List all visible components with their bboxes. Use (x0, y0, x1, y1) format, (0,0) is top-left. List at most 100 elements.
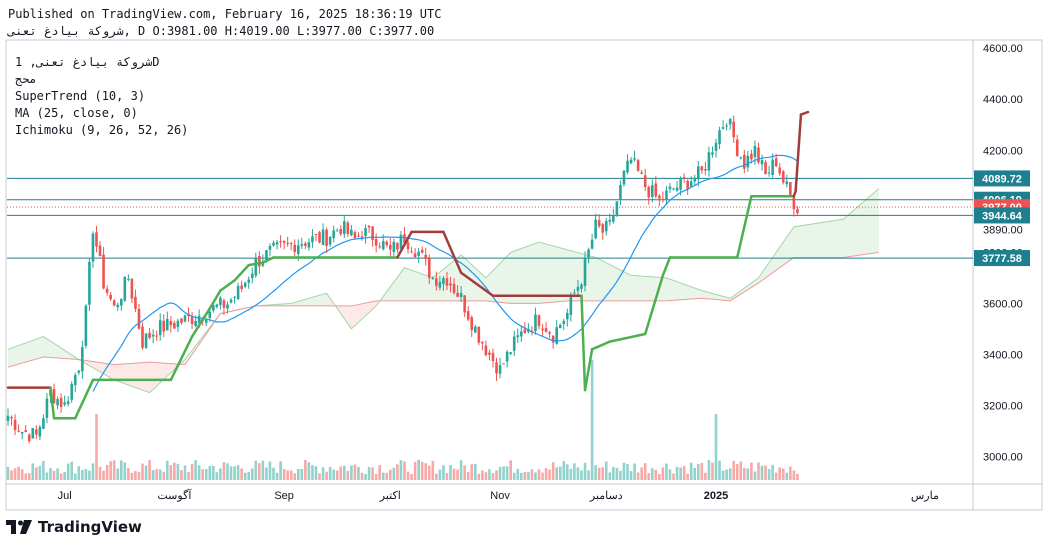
volume-bar (63, 472, 66, 480)
candle-body (350, 229, 353, 236)
volume-bar (187, 472, 190, 480)
volume-bar (452, 468, 456, 480)
volume-bar (778, 467, 782, 480)
volume-bar (406, 471, 410, 480)
ichimoku-cloud-segment (567, 249, 596, 301)
candle-body (442, 278, 445, 285)
x-tick-label: 2025 (704, 490, 728, 502)
supertrend-segment (590, 340, 612, 351)
candle-body (573, 292, 576, 294)
candle-body (38, 426, 42, 437)
candle-body (477, 326, 481, 343)
candle-body (314, 234, 318, 236)
volume-bar (636, 472, 640, 480)
candle-body (647, 186, 651, 198)
volume-bar (488, 469, 491, 480)
candle-body (682, 177, 686, 179)
legend-ichimoku[interactable]: Ichimoku (9, 26, 52, 26) (15, 123, 189, 137)
volume-bar (385, 472, 389, 480)
volume-bar (530, 469, 534, 480)
volume-bar (102, 470, 105, 480)
legend-symbol[interactable]: شروكة بيادغ تعنى, 1D (15, 55, 160, 69)
volume-bar (42, 461, 45, 480)
volume-bar (792, 470, 796, 480)
candle-body (84, 305, 88, 346)
candle-body (258, 256, 261, 267)
volume-bar (608, 472, 612, 480)
candle-body (137, 308, 141, 329)
candle-body (130, 278, 134, 299)
candle-body (275, 242, 279, 245)
volume-bar (551, 462, 555, 480)
candle-body (222, 300, 226, 308)
volume-bar (166, 460, 169, 480)
supertrend-segment (580, 294, 587, 392)
volume-bar (307, 462, 311, 480)
candle-body (431, 277, 435, 279)
y-tick-label: 4600.00 (983, 43, 1023, 55)
volume-bar (258, 463, 261, 480)
volume-bar (750, 462, 753, 480)
volume-bar (601, 467, 605, 480)
candle-body (304, 243, 307, 246)
volume-bar (689, 462, 693, 480)
volume-bar (130, 472, 134, 480)
volume-bar (781, 468, 785, 480)
ichimoku-cloud-segment (510, 242, 539, 304)
candle-body (112, 300, 116, 306)
legend-ma[interactable]: MA (25, close, 0) (15, 106, 138, 120)
ichimoku-cloud-segment (758, 226, 794, 283)
volume-bar (700, 462, 704, 480)
candle-body (689, 181, 693, 187)
candle-body (339, 229, 343, 235)
candle-body (31, 428, 35, 439)
candle-body (661, 198, 665, 201)
volume-bar (250, 468, 254, 480)
candle-body (757, 147, 760, 163)
candle-body (233, 296, 236, 298)
candle-body (466, 311, 470, 320)
volume-bar (389, 469, 392, 480)
candle-body (774, 158, 778, 167)
volume-bar (774, 472, 778, 480)
candle-body (282, 241, 286, 243)
volume-bar (435, 473, 438, 480)
volume-bar (509, 460, 512, 480)
candle-body (608, 219, 612, 222)
volume-bar (134, 470, 137, 480)
x-tick-label: Nov (490, 490, 510, 502)
volume-bar (785, 472, 789, 480)
volume-bar (484, 472, 488, 480)
volume-bar (548, 469, 551, 480)
volume-bar (583, 462, 587, 480)
y-tick-label: 3200.00 (983, 400, 1023, 412)
legend-supertrend[interactable]: SuperTrend (10, 3) (15, 89, 146, 103)
candle-body (204, 319, 208, 323)
volume-bar (6, 467, 10, 480)
volume-bar (300, 469, 304, 480)
candle-body (13, 419, 17, 431)
candle-body (296, 245, 300, 254)
candle-body (360, 236, 364, 239)
supertrend-segment (208, 289, 222, 310)
candle-body (88, 261, 91, 305)
candle-body (658, 195, 661, 199)
candle-body (197, 315, 201, 323)
candle-body (491, 352, 495, 362)
candle-body (633, 158, 636, 160)
volume-bar (98, 466, 102, 480)
supertrend-segment (583, 348, 594, 392)
volume-bar (473, 463, 477, 480)
candle-body (700, 166, 704, 171)
volume-bar (296, 468, 300, 480)
candle-body (42, 418, 45, 429)
candle-body (697, 166, 700, 180)
volume-bar (180, 470, 183, 480)
volume-bar (272, 467, 275, 480)
candle-body (176, 320, 180, 328)
volume-bar (771, 464, 774, 480)
volume-bar (176, 463, 180, 480)
candle-body (66, 401, 70, 405)
volume-bar (265, 467, 268, 480)
